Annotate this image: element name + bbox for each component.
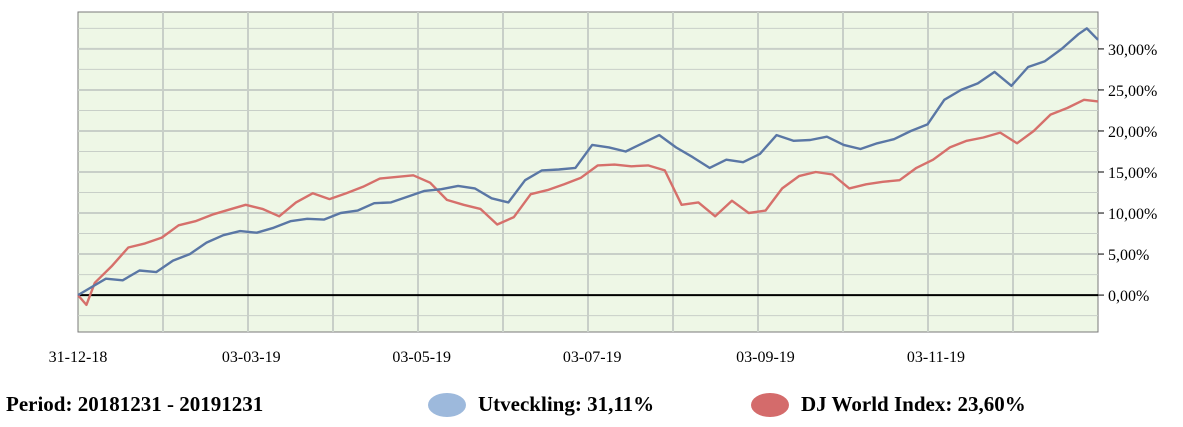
x-tick-label: 03-05-19 [392, 349, 451, 366]
y-tick-label: 15,00% [1108, 165, 1157, 182]
y-tick-label: 30,00% [1108, 42, 1157, 59]
grid [78, 12, 1098, 332]
y-tick-label: 25,00% [1108, 83, 1157, 100]
legend-item-dj-world-index: DJ World Index: 23,60% [751, 392, 1026, 417]
x-tick-label: 03-11-19 [907, 349, 965, 366]
period-text: Period: 20181231 - 20191231 [6, 392, 264, 416]
y-tick-label: 10,00% [1108, 206, 1157, 223]
x-tick-label: 31-12-18 [49, 349, 108, 366]
series-line-dj-world-index [77, 98, 1099, 307]
legend-swatch-utveckling [428, 392, 466, 417]
series-layer [77, 27, 1099, 307]
x-tick-label: 03-03-19 [222, 349, 281, 366]
legend-item-utveckling: Utveckling: 31,11% [428, 392, 654, 417]
chart-footer: Period: 20181231 - 20191231 Utveckling: … [0, 392, 1183, 422]
series-line-utveckling [77, 27, 1099, 297]
legend-label-utveckling: Utveckling: 31,11% [478, 392, 655, 416]
x-tick-label: 03-09-19 [736, 349, 795, 366]
period-label: Period: 20181231 - 20191231 [6, 392, 263, 417]
y-tick-label: 5,00% [1108, 247, 1149, 264]
y-axis: 0,00% 5,00% 10,00% 15,00% 20,00% 25,00% 30,00% [1098, 42, 1157, 305]
y-tick-label: 20,00% [1108, 124, 1157, 141]
legend-label-dj-world-index: DJ World Index: 23,60% [801, 392, 1026, 416]
legend-swatch-dj-world-index [751, 392, 789, 417]
y-tick-label: 0,00% [1108, 288, 1149, 305]
line-chart: 0,00% 5,00% 10,00% 15,00% 20,00% 25,00% 30,00%… [49, 11, 1157, 366]
x-axis: 31-12-18 03-03-19 03-05-19 03-07-19 03-09-19… [49, 349, 965, 366]
x-tick-label: 03-07-19 [563, 349, 622, 366]
